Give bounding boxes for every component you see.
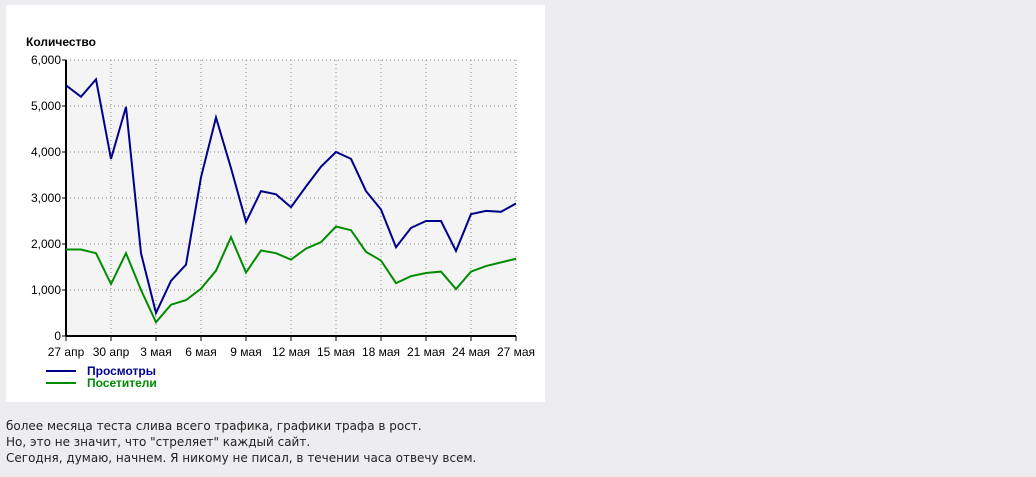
y-tick-label: 1,000 (31, 283, 61, 297)
series-line-2 (66, 225, 517, 325)
x-tick-label: 21 мая (407, 345, 445, 359)
post-text-line-2: Но, это не значит, что "стреляет" каждый… (6, 435, 311, 449)
x-tick-label: 27 мая (497, 345, 535, 359)
legend-label: Посетители (87, 376, 157, 390)
y-tick-label: 0 (54, 329, 61, 343)
x-tick-label: 6 мая (185, 345, 216, 359)
y-tick-label: 2,000 (31, 237, 61, 251)
y-axis-title: Количество (26, 35, 96, 49)
post-text-line-3: Сегодня, думаю, начнем. Я никому не писа… (6, 451, 477, 465)
y-tick-label: 5,000 (31, 99, 61, 113)
x-tick-label: 30 апр (93, 345, 130, 359)
x-tick-label: 18 мая (362, 345, 400, 359)
chart-panel: Количество 0 1,000 2,000 3,000 4,000 5,000 6,00… (6, 5, 545, 402)
x-tick-label: 9 мая (230, 345, 261, 359)
series-line-1 (65, 77, 517, 316)
line-chart: Количество 0 1,000 2,000 3,000 4,000 5,000 6,00… (26, 35, 535, 390)
y-tick-label: 3,000 (31, 191, 61, 205)
x-tick-label: 24 мая (452, 345, 490, 359)
x-tick-label: 27 апр (48, 345, 85, 359)
legend-label: Просмотры (87, 364, 156, 378)
post-text-line-1: более месяца теста слива всего трафика, … (6, 419, 422, 433)
y-tick-label: 4,000 (31, 145, 61, 159)
y-tick-label: 6,000 (31, 53, 61, 67)
x-tick-label: 3 мая (140, 345, 171, 359)
x-tick-label: 15 мая (317, 345, 355, 359)
x-tick-label: 12 мая (272, 345, 310, 359)
